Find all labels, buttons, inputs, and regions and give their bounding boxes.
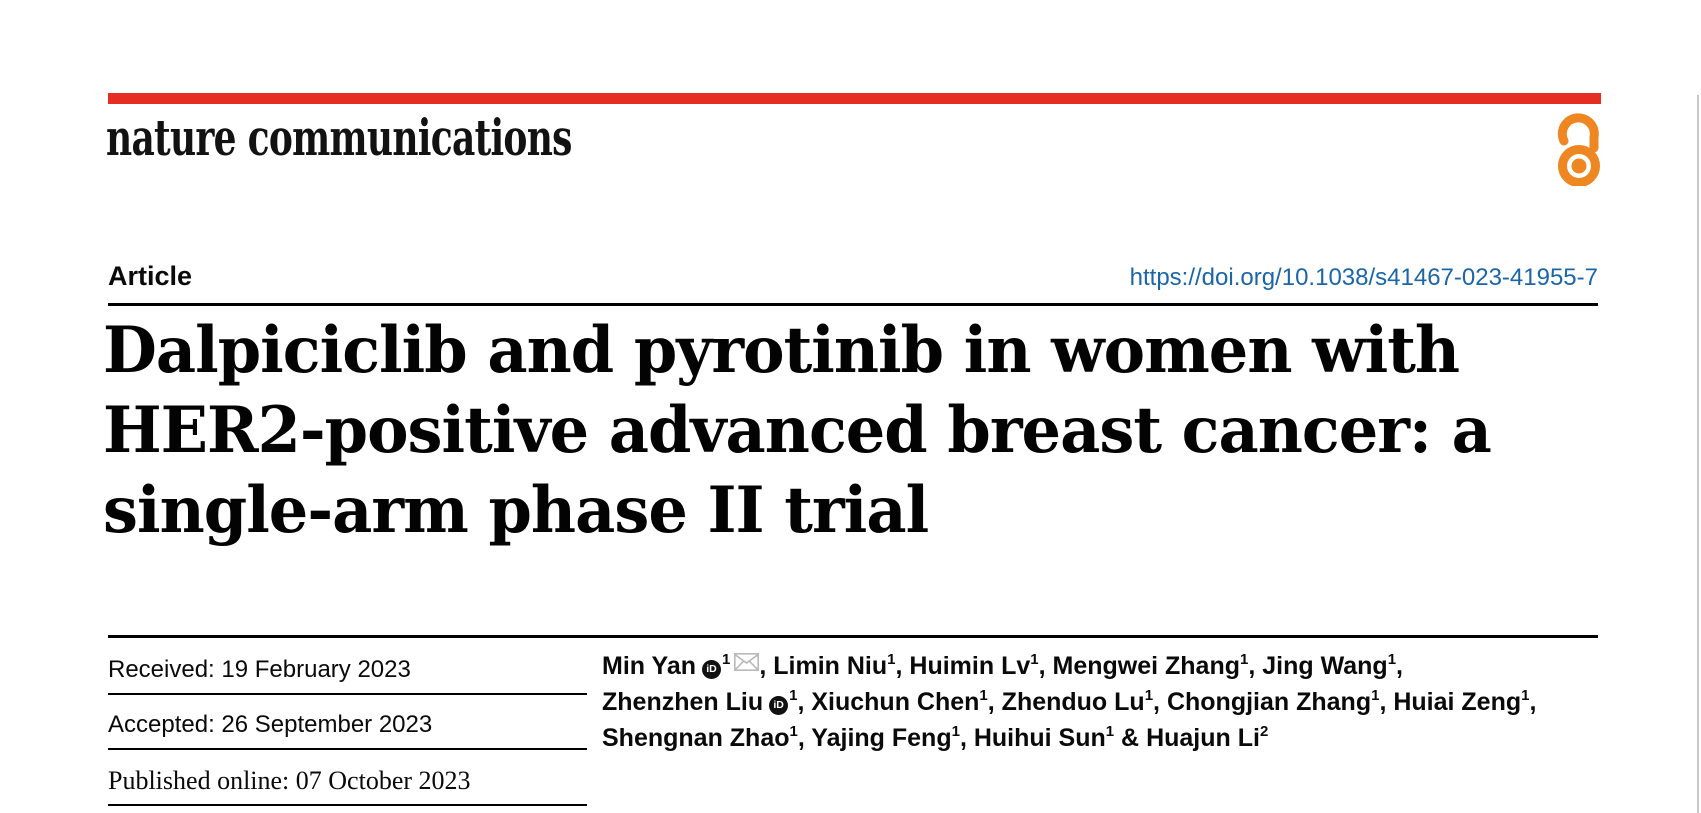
author-name: Xiuchun Chen	[811, 688, 980, 716]
author-affiliation-sup: 1	[1030, 650, 1039, 668]
received-date: Received: 19 February 2023	[108, 656, 411, 683]
paper-title-line-1: Dalpiciclib and pyrotinib in women with	[103, 313, 1460, 388]
masthead-red-bar	[108, 93, 1601, 104]
article-divider-rule	[108, 303, 1598, 306]
meta-section-divider	[108, 635, 1598, 638]
email-icon-flap	[734, 653, 759, 671]
author-separator: ,	[797, 688, 812, 716]
author-name: Jing Wang	[1262, 652, 1388, 680]
orcid-icon[interactable]: iD	[702, 659, 722, 679]
author-affiliation-sup: 1	[1240, 650, 1249, 668]
author-affiliation-sup: 1	[1371, 686, 1380, 704]
author-name: Shengnan Zhao	[602, 724, 790, 752]
author-separator: ,	[1153, 688, 1167, 716]
author-separator: ,	[759, 652, 774, 680]
journal-logo: nature communications	[106, 108, 572, 167]
authors-block: Min Yan iD1, Limin Niu1, Huimin Lv1, Meng…	[602, 648, 1622, 756]
author-name: Huajun Li	[1146, 724, 1260, 752]
date-rule	[108, 804, 587, 806]
author-line: Min Yan iD1, Limin Niu1, Huimin Lv1, Meng…	[602, 648, 1622, 684]
open-access-shackle	[1557, 113, 1599, 153]
date-rule	[108, 748, 587, 750]
author-affiliation-sup: 1	[722, 650, 731, 668]
author-affiliation-sup: 1	[789, 686, 798, 704]
article-type-label: Article	[108, 261, 193, 291]
author-affiliation-sup: 1	[1387, 650, 1397, 668]
open-access-keyhole	[1571, 158, 1587, 174]
orcid-icon[interactable]: iD	[769, 695, 789, 715]
email-icon[interactable]	[734, 653, 760, 671]
published-date: Published online: 07 October 2023	[108, 766, 471, 795]
page-right-border	[1697, 95, 1699, 813]
paper-title-line-2: HER2-positive advanced breast cancer: a	[103, 393, 1492, 468]
author-separator: ,	[1529, 688, 1537, 716]
accepted-date: Accepted: 26 September 2023	[108, 711, 433, 738]
author-separator: ,	[797, 724, 812, 752]
author-name: Huimin Lv	[909, 652, 1031, 680]
author-separator: ,	[987, 688, 1002, 716]
author-separator: ,	[1396, 652, 1403, 680]
date-rule	[108, 693, 587, 695]
author-separator: ,	[1248, 652, 1263, 680]
author-affiliation-sup: 1	[1144, 686, 1154, 704]
author-affiliation-sup: 1	[887, 650, 896, 668]
author-affiliation-sup: 1	[1105, 722, 1115, 740]
open-access-lock-body	[1558, 145, 1600, 187]
doi-link[interactable]: https://doi.org/10.1038/s41467-023-41955…	[1129, 264, 1598, 291]
author-separator: ,	[895, 652, 910, 680]
author-name: Mengwei Zhang	[1052, 652, 1241, 680]
author-line: Zhenzhen Liu iD1, Xiuchun Chen1, Zhenduo …	[602, 684, 1622, 720]
author-name: Limin Niu	[773, 652, 888, 680]
author-affiliation-sup: 1	[979, 686, 988, 704]
author-name: Zhenduo Lu	[1001, 688, 1145, 716]
author-affiliation-sup: 1	[951, 722, 960, 740]
paper-title: Dalpiciclib and pyrotinib in women with …	[103, 311, 1597, 551]
author-name: Zhenzhen Liu	[602, 688, 764, 716]
author-name: Huiai Zeng	[1393, 688, 1522, 716]
author-separator: ,	[1038, 652, 1053, 680]
open-access-icon[interactable]	[1553, 106, 1603, 191]
author-affiliation-sup: 2	[1259, 722, 1269, 740]
author-affiliation-sup: 1	[789, 722, 798, 740]
author-name: Yajing Feng	[811, 724, 952, 752]
author-name: Chongjian Zhang	[1166, 688, 1372, 716]
author-name: Huihui Sun	[973, 724, 1106, 752]
paper-title-line-3: single-arm phase II trial	[103, 473, 929, 548]
author-separator: ,	[959, 724, 974, 752]
author-line: Shengnan Zhao1, Yajing Feng1, Huihui Sun…	[602, 720, 1622, 756]
author-name: Min Yan	[602, 652, 697, 680]
author-separator: &	[1114, 724, 1147, 752]
author-affiliation-sup: 1	[1521, 686, 1530, 704]
author-separator: ,	[1379, 688, 1394, 716]
